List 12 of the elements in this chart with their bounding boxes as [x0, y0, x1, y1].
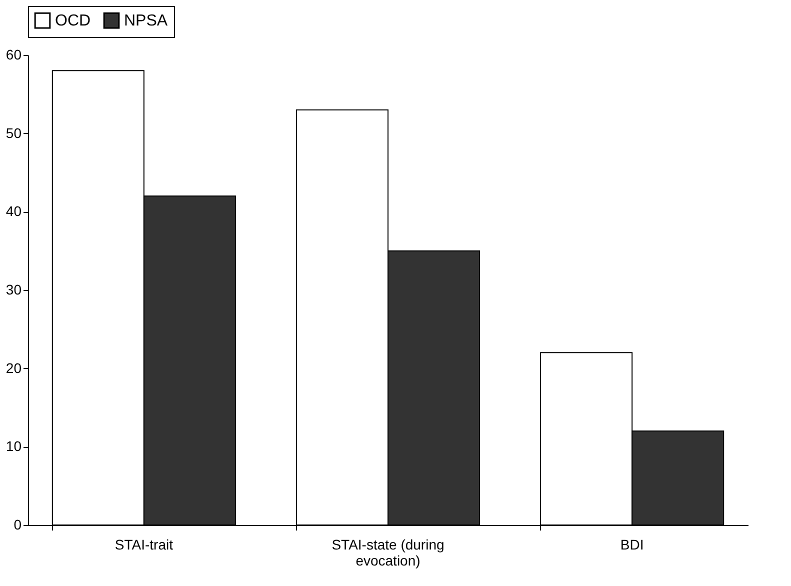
- y-tick-label: 40: [6, 203, 22, 220]
- legend-label: OCD: [55, 12, 91, 30]
- y-tick-label: 10: [6, 438, 22, 454]
- x-tick-label: STAI-state (during evocation): [332, 536, 444, 568]
- legend-label: NPSA: [124, 12, 168, 30]
- y-tick-label: 0: [14, 516, 22, 532]
- x-tick-label: BDI: [620, 536, 644, 552]
- y-tick-label: 50: [6, 124, 22, 141]
- y-tick-label: 60: [6, 46, 22, 62]
- y-tick-label: 30: [6, 282, 22, 298]
- x-tick-label: STAI-trait: [114, 536, 174, 552]
- y-tick-label: 20: [6, 360, 22, 376]
